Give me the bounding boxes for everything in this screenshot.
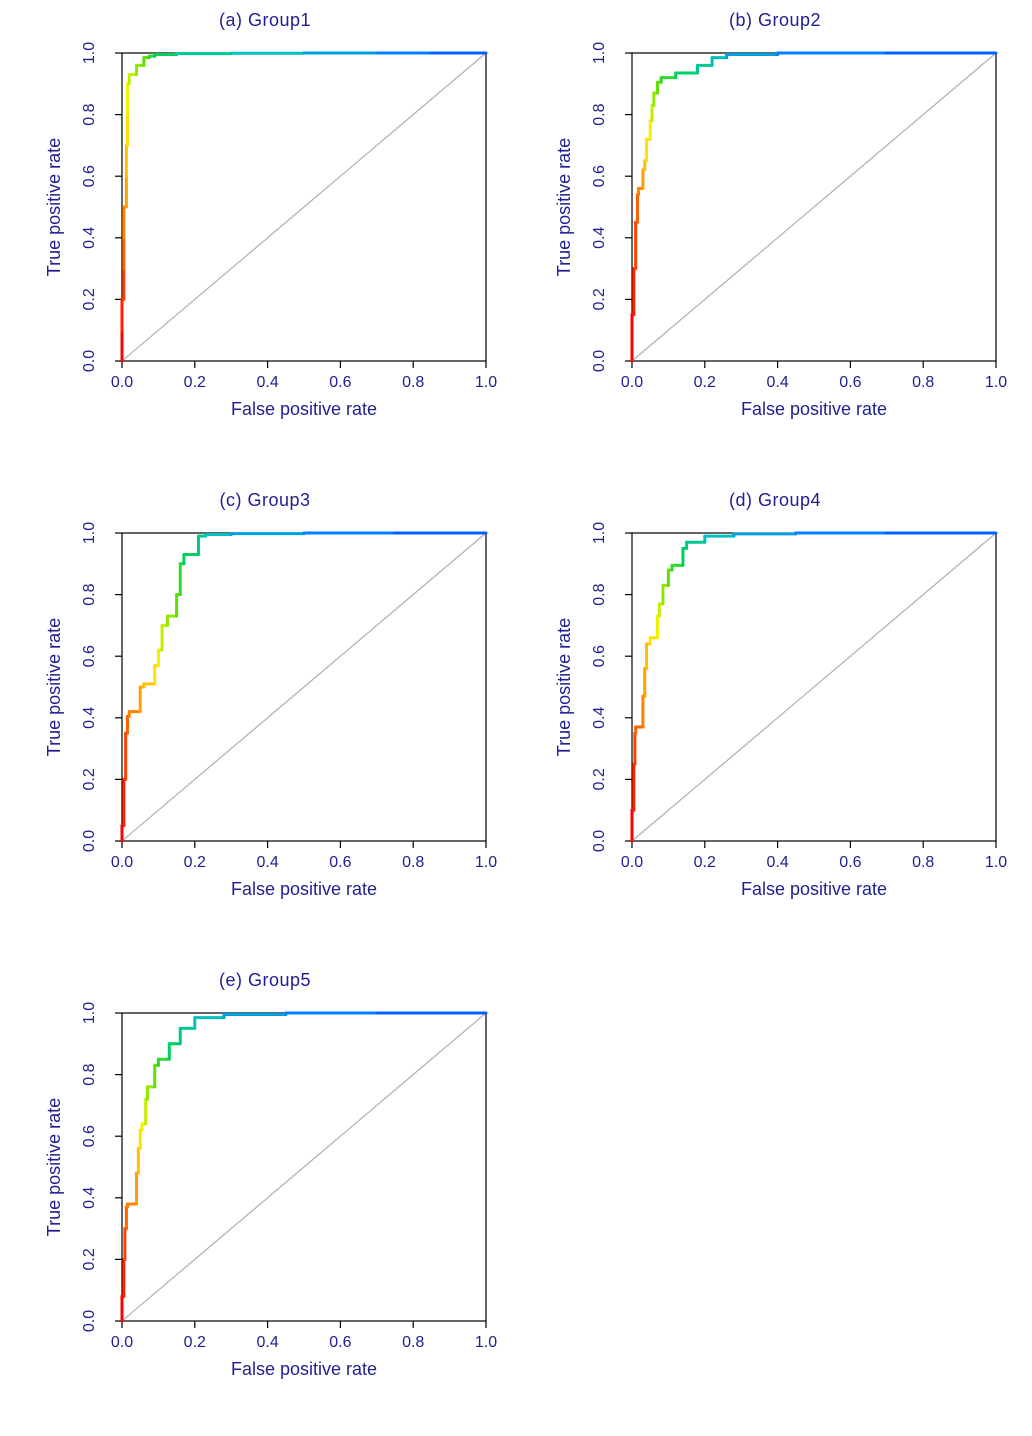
roc-figure-grid: (a) Group1 0.0 0.2 0.4 0.6 0.8 1.0 0.0 0.2 0.4 0.6… xyxy=(0,0,1032,1436)
diagonal-reference xyxy=(122,533,486,841)
y-tick-label: 0.2 xyxy=(81,1248,98,1270)
y-axis-label: True positive rate xyxy=(44,1098,64,1236)
x-axis-label: False positive rate xyxy=(741,399,887,419)
y-tick-label: 0.8 xyxy=(591,583,608,605)
y-tick-label: 0.0 xyxy=(81,830,98,852)
x-tick-label: 0.8 xyxy=(402,854,424,871)
diagonal-reference xyxy=(122,53,486,361)
panel-title: (b) Group2 xyxy=(540,10,1010,31)
x-axis-label: False positive rate xyxy=(231,879,377,899)
x-tick-label: 1.0 xyxy=(475,854,497,871)
y-tick-label: 0.4 xyxy=(81,227,98,249)
y-tick-label: 1.0 xyxy=(591,522,608,544)
y-tick-label: 0.6 xyxy=(81,645,98,667)
panel-title: (d) Group4 xyxy=(540,490,1010,511)
x-tick-label: 0.6 xyxy=(839,374,861,391)
x-tick-label: 0.8 xyxy=(912,854,934,871)
roc-panel: (b) Group2 0.0 0.2 0.4 0.6 0.8 1.0 0.0 0.2 0.4 0.6… xyxy=(540,10,1010,439)
x-tick-label: 0.0 xyxy=(621,374,643,391)
x-tick-label: 0.0 xyxy=(111,854,133,871)
y-tick-label: 0.0 xyxy=(591,830,608,852)
y-tick-label: 0.0 xyxy=(591,350,608,372)
y-tick-label: 0.2 xyxy=(81,768,98,790)
roc-panel: (d) Group4 0.0 0.2 0.4 0.6 0.8 1.0 0.0 0.2 0.4 0.6… xyxy=(540,490,1010,919)
panel-title: (c) Group3 xyxy=(30,490,500,511)
y-tick-label: 0.6 xyxy=(591,165,608,187)
x-tick-label: 0.4 xyxy=(766,854,788,871)
x-tick-label: 0.2 xyxy=(694,374,716,391)
x-tick-label: 0.2 xyxy=(184,854,206,871)
y-tick-label: 0.8 xyxy=(81,583,98,605)
x-axis-label: False positive rate xyxy=(741,879,887,899)
x-tick-label: 0.4 xyxy=(256,854,278,871)
x-tick-label: 0.6 xyxy=(839,854,861,871)
x-tick-label: 0.0 xyxy=(111,1334,133,1351)
x-tick-label: 0.6 xyxy=(329,374,351,391)
y-tick-label: 0.4 xyxy=(591,707,608,729)
y-tick-label: 0.8 xyxy=(81,1063,98,1085)
x-tick-label: 1.0 xyxy=(985,854,1007,871)
diagonal-reference xyxy=(632,53,996,361)
x-tick-label: 0.0 xyxy=(621,854,643,871)
roc-plot: 0.0 0.2 0.4 0.6 0.8 1.0 0.0 0.2 0.4 0.6 0.8 1.0 Fals… xyxy=(540,35,1010,439)
x-tick-label: 1.0 xyxy=(985,374,1007,391)
x-tick-label: 0.4 xyxy=(256,1334,278,1351)
roc-plot: 0.0 0.2 0.4 0.6 0.8 1.0 0.0 0.2 0.4 0.6 0.8 1.0 Fals… xyxy=(30,35,500,439)
y-axis-label: True positive rate xyxy=(554,618,574,756)
x-tick-label: 0.6 xyxy=(329,1334,351,1351)
diagonal-reference xyxy=(632,533,996,841)
roc-plot: 0.0 0.2 0.4 0.6 0.8 1.0 0.0 0.2 0.4 0.6 0.8 1.0 Fals… xyxy=(30,515,500,919)
x-tick-label: 0.2 xyxy=(184,374,206,391)
y-tick-label: 0.0 xyxy=(81,350,98,372)
x-tick-label: 0.6 xyxy=(329,854,351,871)
y-axis-label: True positive rate xyxy=(44,138,64,276)
roc-plot: 0.0 0.2 0.4 0.6 0.8 1.0 0.0 0.2 0.4 0.6 0.8 1.0 Fals… xyxy=(30,995,500,1399)
x-axis-label: False positive rate xyxy=(231,1359,377,1379)
y-tick-label: 0.2 xyxy=(81,288,98,310)
x-tick-label: 0.2 xyxy=(694,854,716,871)
x-tick-label: 0.8 xyxy=(402,374,424,391)
x-tick-label: 1.0 xyxy=(475,1334,497,1351)
x-tick-label: 0.0 xyxy=(111,374,133,391)
y-tick-label: 0.8 xyxy=(591,103,608,125)
y-tick-label: 0.6 xyxy=(81,165,98,187)
roc-plot: 0.0 0.2 0.4 0.6 0.8 1.0 0.0 0.2 0.4 0.6 0.8 1.0 Fals… xyxy=(540,515,1010,919)
x-tick-label: 0.4 xyxy=(256,374,278,391)
y-axis-label: True positive rate xyxy=(554,138,574,276)
panel-title: (e) Group5 xyxy=(30,970,500,991)
y-tick-label: 0.8 xyxy=(81,103,98,125)
y-tick-label: 1.0 xyxy=(591,42,608,64)
x-axis-label: False positive rate xyxy=(231,399,377,419)
roc-panel: (e) Group5 0.0 0.2 0.4 0.6 0.8 1.0 0.0 0.2 0.4 0.6… xyxy=(30,970,500,1399)
y-tick-label: 0.6 xyxy=(591,645,608,667)
y-tick-label: 0.2 xyxy=(591,288,608,310)
y-tick-label: 0.6 xyxy=(81,1125,98,1147)
roc-panel: (a) Group1 0.0 0.2 0.4 0.6 0.8 1.0 0.0 0.2 0.4 0.6… xyxy=(30,10,500,439)
y-tick-label: 0.4 xyxy=(591,227,608,249)
y-axis-label: True positive rate xyxy=(44,618,64,756)
x-tick-label: 1.0 xyxy=(475,374,497,391)
y-tick-label: 1.0 xyxy=(81,42,98,64)
y-tick-label: 0.4 xyxy=(81,1187,98,1209)
roc-panel: (c) Group3 0.0 0.2 0.4 0.6 0.8 1.0 0.0 0.2 0.4 0.6… xyxy=(30,490,500,919)
y-tick-label: 1.0 xyxy=(81,1002,98,1024)
y-tick-label: 0.0 xyxy=(81,1310,98,1332)
y-tick-label: 1.0 xyxy=(81,522,98,544)
x-tick-label: 0.2 xyxy=(184,1334,206,1351)
y-tick-label: 0.4 xyxy=(81,707,98,729)
x-tick-label: 0.8 xyxy=(912,374,934,391)
diagonal-reference xyxy=(122,1013,486,1321)
x-tick-label: 0.8 xyxy=(402,1334,424,1351)
panel-title: (a) Group1 xyxy=(30,10,500,31)
x-tick-label: 0.4 xyxy=(766,374,788,391)
y-tick-label: 0.2 xyxy=(591,768,608,790)
